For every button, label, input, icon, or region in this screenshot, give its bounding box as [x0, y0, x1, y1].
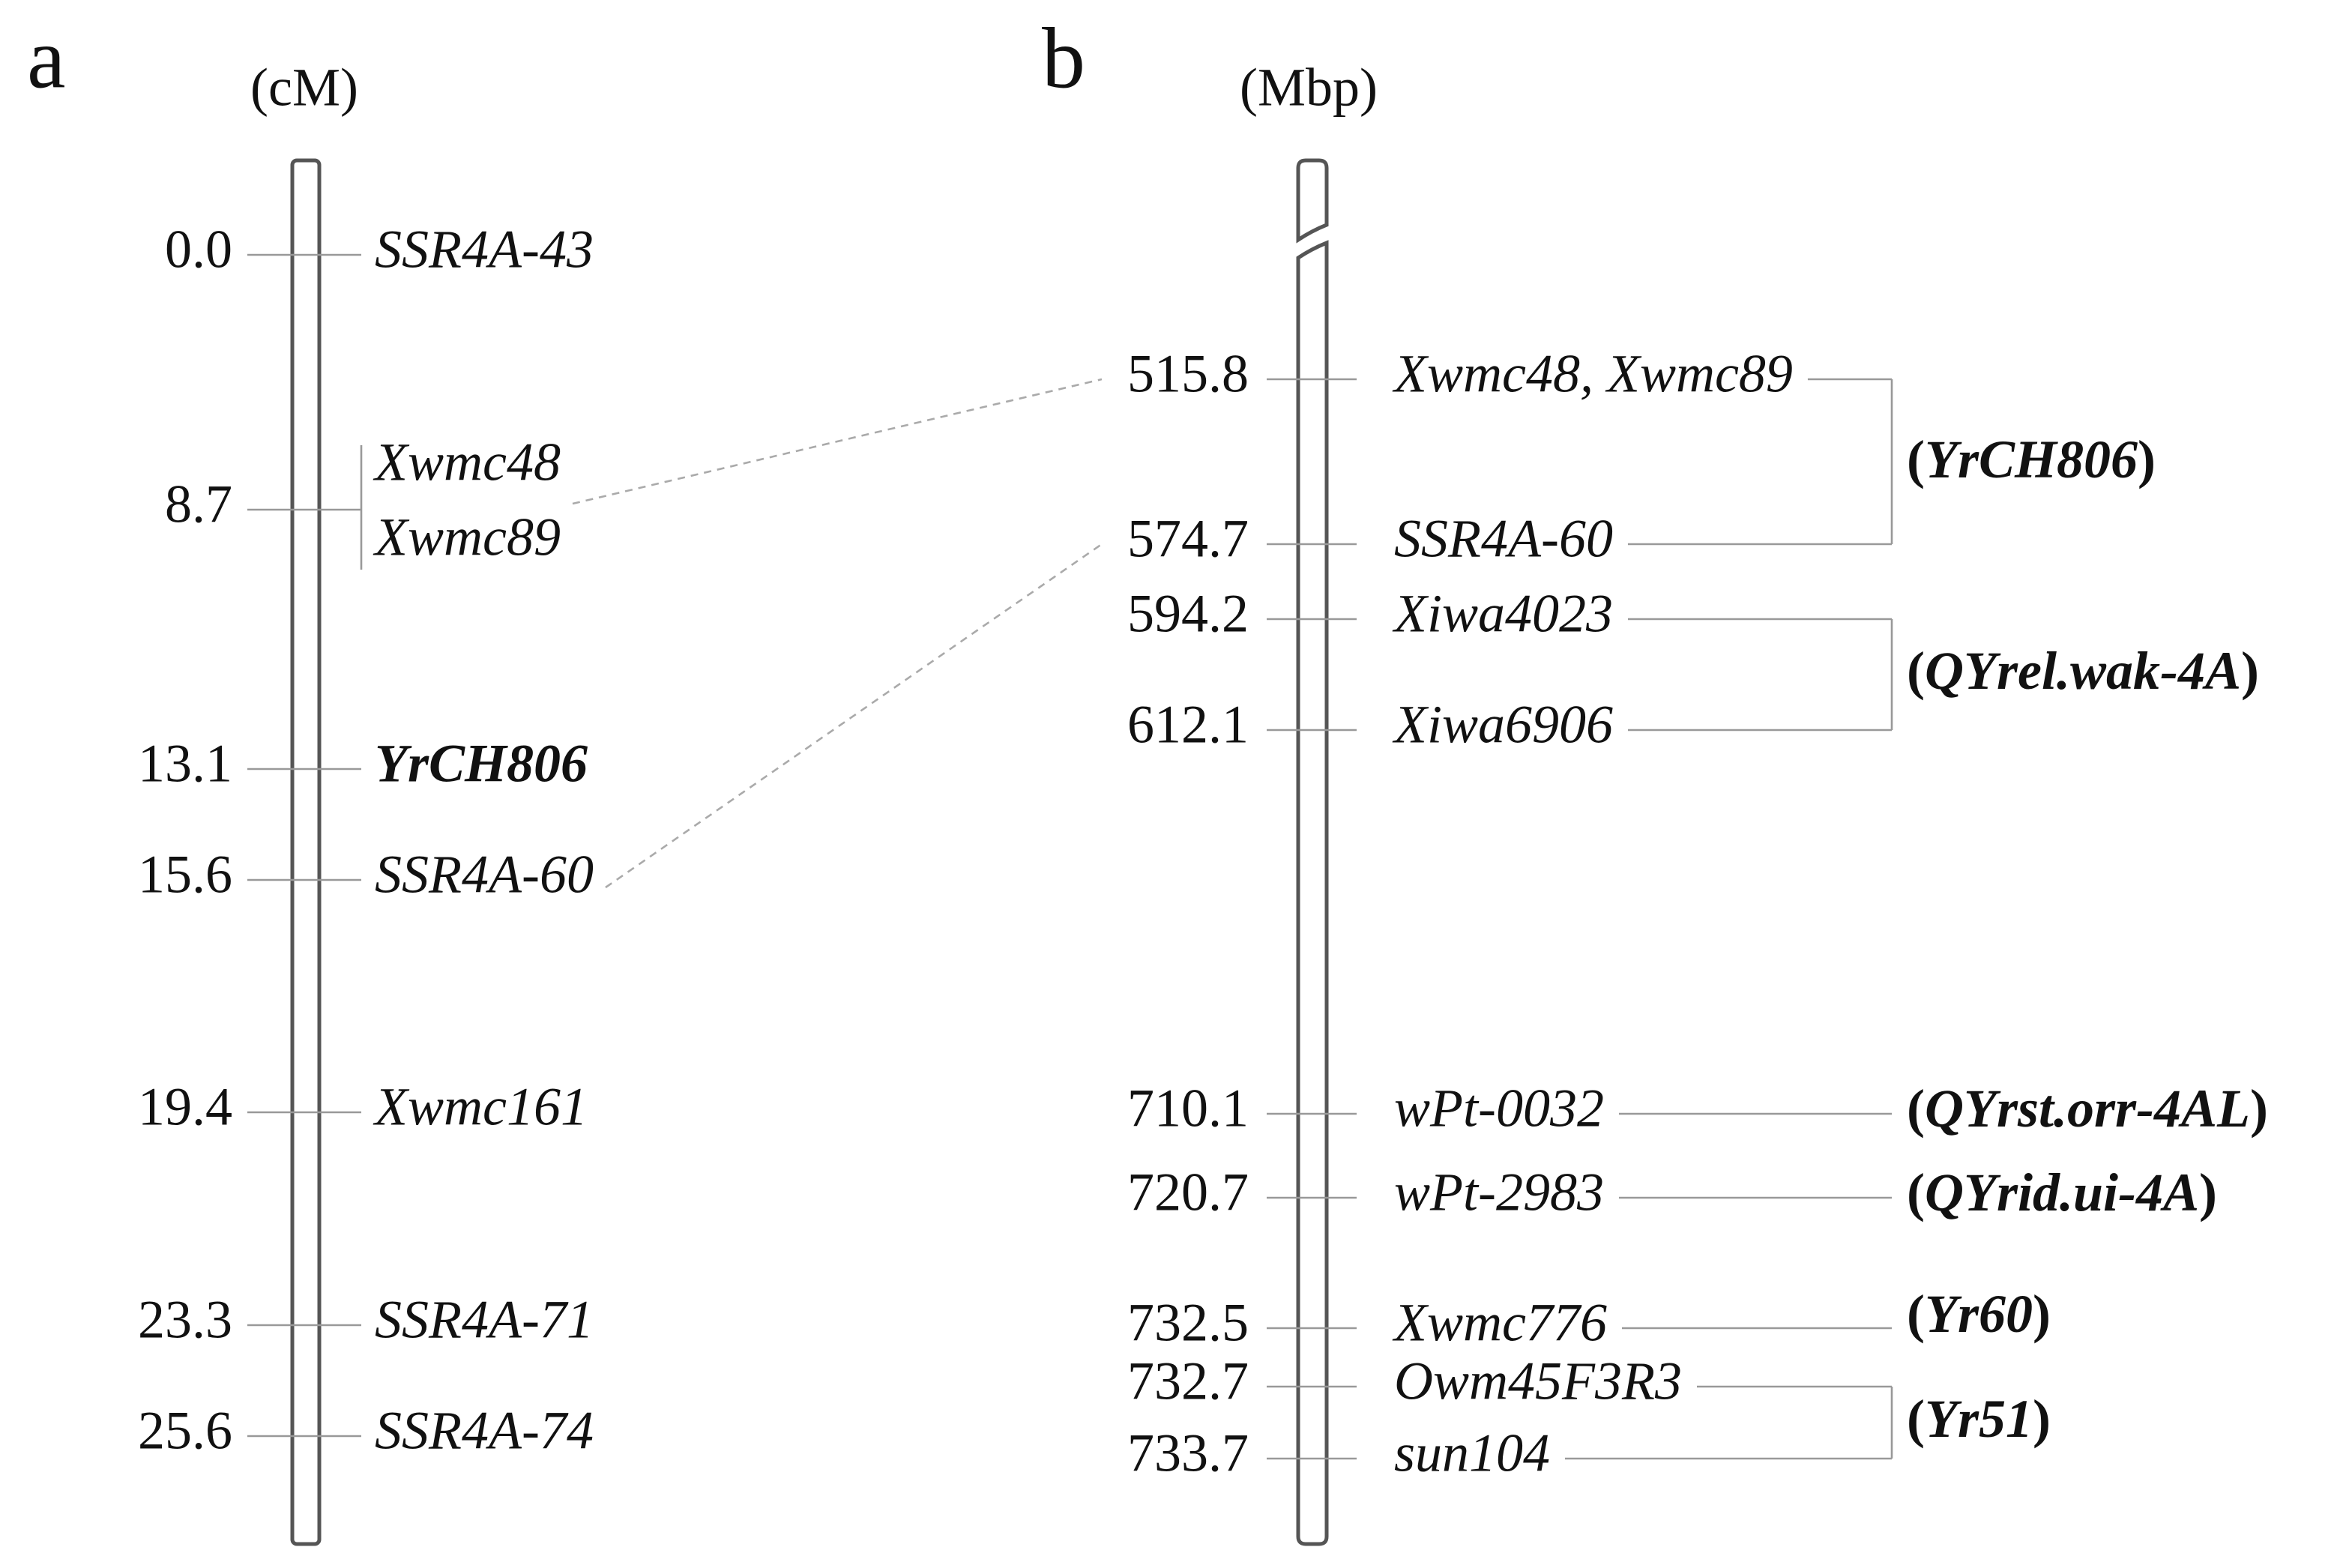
group-label: (QYrel.wak-4A) — [1907, 641, 2259, 701]
marker-position: 710.1 — [1127, 1079, 1249, 1139]
marker-position: 733.7 — [1127, 1423, 1249, 1483]
group-label: (Yr60) — [1907, 1284, 2051, 1344]
marker-position: 515.8 — [1127, 344, 1249, 404]
marker-position: 13.1 — [138, 734, 232, 794]
marker-name: wPt-2983 — [1394, 1163, 1604, 1222]
marker-name: YrCH806 — [375, 734, 588, 794]
correspondence-line — [605, 543, 1103, 889]
marker-position: 23.3 — [138, 1290, 232, 1350]
unit-label: (Mbp) — [1240, 58, 1378, 118]
group-label: (Yr51) — [1907, 1389, 2051, 1449]
marker-name: SSR4A-71 — [375, 1290, 594, 1350]
marker-name: Xwmc48 — [373, 432, 561, 492]
marker-name: SSR4A-74 — [375, 1401, 594, 1461]
panel-letter: a — [27, 11, 66, 107]
panel-letter: b — [1042, 11, 1085, 107]
marker-name: Owm45F3R3 — [1394, 1351, 1682, 1411]
marker-name: SSR4A-43 — [375, 220, 594, 280]
group-label: (YrCH806) — [1907, 429, 2156, 489]
marker-position: 8.7 — [165, 474, 232, 534]
marker-name: SSR4A-60 — [1394, 509, 1613, 569]
marker-name: sun104 — [1394, 1423, 1550, 1483]
marker-position: 732.7 — [1127, 1351, 1249, 1411]
marker-position: 720.7 — [1127, 1163, 1249, 1222]
marker-position: 0.0 — [165, 220, 232, 280]
marker-position: 25.6 — [138, 1401, 232, 1461]
marker-name: Xwmc48, Xwmc89 — [1392, 344, 1793, 404]
group-label: (QYrst.orr-4AL) — [1907, 1079, 2268, 1139]
chromosome — [290, 158, 322, 1546]
marker-name: Xiwa4023 — [1392, 584, 1613, 644]
marker-name: SSR4A-60 — [375, 845, 594, 905]
marker-position: 612.1 — [1127, 695, 1249, 755]
correspondence-line — [572, 378, 1103, 505]
marker-position: 732.5 — [1127, 1293, 1249, 1353]
group-label: (QYrid.ui-4A) — [1907, 1163, 2217, 1222]
marker-position: 574.7 — [1127, 509, 1249, 569]
marker-position: 594.2 — [1127, 584, 1249, 644]
marker-name: Xwmc161 — [373, 1077, 588, 1137]
chromosome-top — [1296, 158, 1329, 244]
marker-position: 15.6 — [138, 845, 232, 905]
marker-name: Xwmc89 — [373, 507, 561, 567]
unit-label: (cM) — [250, 58, 358, 118]
marker-name: Xiwa6906 — [1392, 695, 1613, 755]
marker-name: Xwmc776 — [1392, 1293, 1607, 1353]
chromosome — [1296, 240, 1329, 1546]
marker-name: wPt-0032 — [1394, 1079, 1604, 1139]
marker-position: 19.4 — [138, 1077, 232, 1137]
